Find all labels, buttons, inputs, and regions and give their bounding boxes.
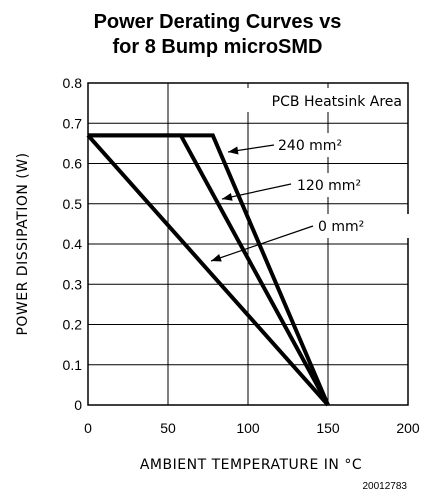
y-tick-label: 0.5 <box>63 196 83 212</box>
series-label: 0 mm² <box>318 219 364 235</box>
series-lines <box>86 133 330 407</box>
series-label: 240 mm² <box>278 138 342 154</box>
x-tick-label: 50 <box>160 420 176 436</box>
chart-title: Power Derating Curves vs <box>93 11 342 33</box>
x-tick-label: 100 <box>236 420 260 436</box>
x-axis-label: AMBIENT TEMPERATURE IN °C <box>140 457 362 473</box>
y-tick-label: 0.2 <box>63 317 83 333</box>
annotation-arrowhead <box>222 192 233 201</box>
y-tick-label: 0.8 <box>63 75 83 91</box>
annotation-arrowhead <box>228 146 239 155</box>
legend-title-box <box>240 88 404 112</box>
tick-labels: 0 50 100 150 200 0 0.1 0.2 0.3 0.4 0.5 0.6 0.7 0.8 <box>63 75 420 436</box>
y-axis-label: POWER DISSIPATION (W) <box>15 152 31 335</box>
y-tick-label: 0.3 <box>63 276 83 292</box>
chart-subtitle: for 8 Bump microSMD <box>112 36 323 58</box>
figure-id: 20012783 <box>363 481 408 492</box>
annotation-bg <box>312 214 412 238</box>
annotation-leader <box>221 183 292 200</box>
annotation-bg <box>291 173 391 197</box>
annotation-arrowhead <box>211 253 222 262</box>
series-line-1 <box>88 133 330 406</box>
y-tick-label: 0 <box>74 397 82 413</box>
legend-title: PCB Heatsink Area <box>272 94 402 110</box>
y-tick-label: 0.7 <box>63 115 83 131</box>
x-tick-label: 150 <box>316 420 340 436</box>
x-tick-label: 0 <box>84 420 92 436</box>
series-line-2 <box>86 133 330 407</box>
y-tick-label: 0.4 <box>63 236 83 252</box>
annotation-bg <box>272 133 372 157</box>
series-label: 120 mm² <box>297 178 361 194</box>
y-tick-label: 0.6 <box>63 156 83 172</box>
plot-frame <box>87 82 409 406</box>
series-annotations: 240 mm² 120 mm² 0 mm² <box>210 133 412 262</box>
x-tick-label: 200 <box>396 420 420 436</box>
grid-lines <box>87 82 409 406</box>
annotation-leader <box>210 225 314 262</box>
y-tick-label: 0.1 <box>63 357 83 373</box>
